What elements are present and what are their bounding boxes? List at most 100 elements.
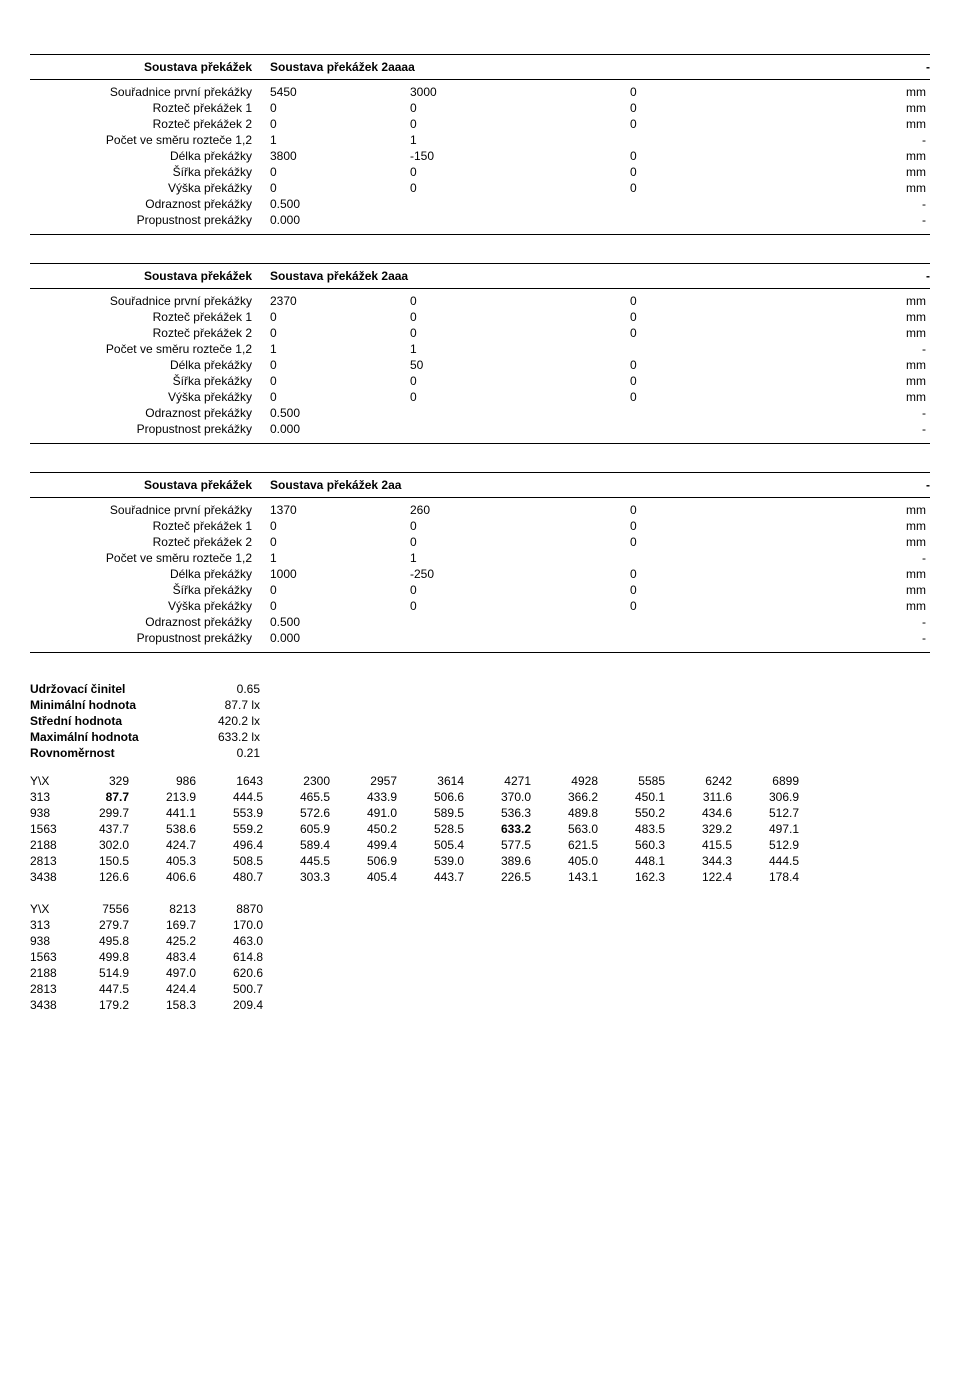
param-row: Výška překážky000mm bbox=[30, 598, 930, 614]
param-unit: - bbox=[830, 614, 930, 630]
table-cell: 536.3 bbox=[476, 805, 543, 821]
table-corner: Y\X bbox=[30, 773, 74, 789]
stat-row: Rovnoměrnost0.21 bbox=[30, 745, 930, 761]
param-unit: - bbox=[830, 421, 930, 437]
param-unit: mm bbox=[830, 293, 930, 309]
table-cell: 499.8 bbox=[74, 949, 141, 965]
param-col3: 0 bbox=[630, 309, 830, 325]
param-col3: 0 bbox=[630, 389, 830, 405]
param-unit: mm bbox=[830, 180, 930, 196]
param-label: Propustnost prekážky bbox=[30, 421, 270, 437]
table-cell: 447.5 bbox=[74, 981, 141, 997]
param-label: Rozteč překážek 2 bbox=[30, 116, 270, 132]
table-row: 313279.7169.7170.0 bbox=[30, 917, 930, 933]
param-col2: 0 bbox=[410, 293, 630, 309]
table-cell: 465.5 bbox=[275, 789, 342, 805]
param-row: Propustnost prekážky0.000- bbox=[30, 630, 930, 646]
param-col1: 0.000 bbox=[270, 630, 410, 646]
table-row: 1563499.8483.4614.8 bbox=[30, 949, 930, 965]
data-table-2: Y\X755682138870313279.7169.7170.0938495.… bbox=[30, 901, 930, 1013]
table-x-header: 986 bbox=[141, 773, 208, 789]
param-col1: 0 bbox=[270, 357, 410, 373]
table-row: 1563437.7538.6559.2605.9450.2528.5633.25… bbox=[30, 821, 930, 837]
table-cell: 370.0 bbox=[476, 789, 543, 805]
table-cell: 450.1 bbox=[610, 789, 677, 805]
param-unit: mm bbox=[830, 582, 930, 598]
param-col2: 0 bbox=[410, 325, 630, 341]
table-cell: 405.4 bbox=[342, 869, 409, 885]
table-row: 2188514.9497.0620.6 bbox=[30, 965, 930, 981]
param-col2: 1 bbox=[410, 132, 630, 148]
table-cell: 329.2 bbox=[677, 821, 744, 837]
param-row: Délka překážky1000-2500mm bbox=[30, 566, 930, 582]
table-cell: 445.5 bbox=[275, 853, 342, 869]
param-col3 bbox=[630, 630, 830, 646]
table-cell: 514.9 bbox=[74, 965, 141, 981]
param-unit: mm bbox=[830, 502, 930, 518]
table-cell: 506.6 bbox=[409, 789, 476, 805]
param-row: Rozteč překážek 2000mm bbox=[30, 116, 930, 132]
table-y-header: 3438 bbox=[30, 997, 74, 1013]
param-label: Propustnost prekážky bbox=[30, 212, 270, 228]
table-cell: 87.7 bbox=[74, 789, 141, 805]
param-col3: 0 bbox=[630, 566, 830, 582]
param-row: Rozteč překážek 1000mm bbox=[30, 309, 930, 325]
param-label: Šířka překážky bbox=[30, 164, 270, 180]
table-cell: 605.9 bbox=[275, 821, 342, 837]
param-col1: 0 bbox=[270, 164, 410, 180]
table-cell: 441.1 bbox=[141, 805, 208, 821]
param-col1: 2370 bbox=[270, 293, 410, 309]
table-cell: 366.2 bbox=[543, 789, 610, 805]
table-cell: 226.5 bbox=[476, 869, 543, 885]
param-col1: 0 bbox=[270, 309, 410, 325]
param-label: Délka překážky bbox=[30, 148, 270, 164]
table-cell: 311.6 bbox=[677, 789, 744, 805]
table-cell: 491.0 bbox=[342, 805, 409, 821]
block-header: Soustava překážekSoustava překážek 2aaaa… bbox=[30, 55, 930, 80]
param-col3: 0 bbox=[630, 116, 830, 132]
table-cell: 506.9 bbox=[342, 853, 409, 869]
table-cell: 389.6 bbox=[476, 853, 543, 869]
param-row: Rozteč překážek 1000mm bbox=[30, 518, 930, 534]
stat-value: 633.2 lx bbox=[190, 729, 260, 745]
table-y-header: 3438 bbox=[30, 869, 74, 885]
stat-label: Minimální hodnota bbox=[30, 697, 190, 713]
param-row: Délka překážky0500mm bbox=[30, 357, 930, 373]
param-row: Souřadnice první překážky13702600mm bbox=[30, 502, 930, 518]
param-col1: 1000 bbox=[270, 566, 410, 582]
param-unit: mm bbox=[830, 148, 930, 164]
param-col2 bbox=[410, 196, 630, 212]
block-head-dash: - bbox=[890, 269, 930, 283]
param-col3 bbox=[630, 132, 830, 148]
table-cell: 443.7 bbox=[409, 869, 476, 885]
table-cell: 505.4 bbox=[409, 837, 476, 853]
table-cell: 512.7 bbox=[744, 805, 811, 821]
param-unit: mm bbox=[830, 164, 930, 180]
param-row: Šířka překážky000mm bbox=[30, 582, 930, 598]
block-head-dash: - bbox=[890, 60, 930, 74]
block-body: Souřadnice první překážky545030000mmRozt… bbox=[30, 80, 930, 234]
table-cell: 415.5 bbox=[677, 837, 744, 853]
param-unit: mm bbox=[830, 534, 930, 550]
block-head-label: Soustava překážek bbox=[30, 269, 270, 283]
block-body: Souřadnice první překážky13702600mmRozte… bbox=[30, 498, 930, 652]
param-col3 bbox=[630, 196, 830, 212]
table-cell: 512.9 bbox=[744, 837, 811, 853]
param-col1: 0 bbox=[270, 100, 410, 116]
table-cell: 614.8 bbox=[208, 949, 275, 965]
table-x-header: 7556 bbox=[74, 901, 141, 917]
table-y-header: 1563 bbox=[30, 821, 74, 837]
table-header-row: Y\X3299861643230029573614427149285585624… bbox=[30, 773, 930, 789]
param-col2: 0 bbox=[410, 309, 630, 325]
table-cell: 497.0 bbox=[141, 965, 208, 981]
param-col1: 1370 bbox=[270, 502, 410, 518]
table-cell: 444.5 bbox=[208, 789, 275, 805]
param-col1: 0 bbox=[270, 518, 410, 534]
param-col3: 0 bbox=[630, 518, 830, 534]
param-label: Souřadnice první překážky bbox=[30, 84, 270, 100]
block-head-label: Soustava překážek bbox=[30, 478, 270, 492]
table-cell: 480.7 bbox=[208, 869, 275, 885]
param-col3 bbox=[630, 614, 830, 630]
table-x-header: 4928 bbox=[543, 773, 610, 789]
table-cell: 433.9 bbox=[342, 789, 409, 805]
